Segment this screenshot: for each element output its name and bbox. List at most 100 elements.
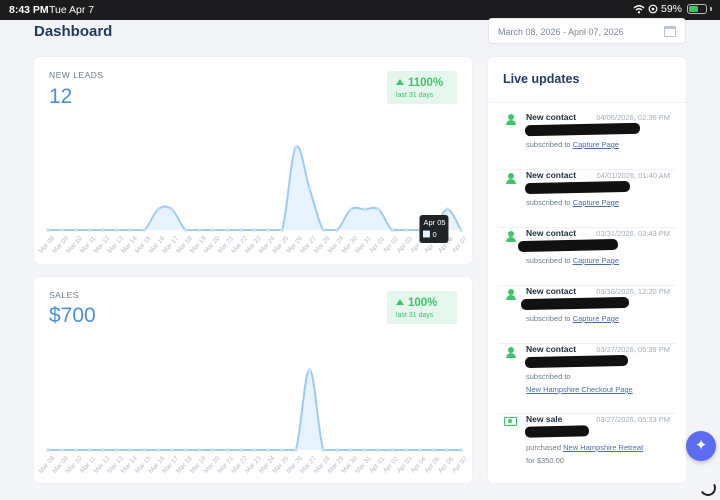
update-item: New contact 03/30/2026, 12:20 PM subscri…: [498, 286, 676, 344]
leads-point[interactable]: [349, 207, 353, 212]
tooltip-date: Apr 05: [423, 218, 445, 227]
sales-point[interactable]: [252, 448, 257, 452]
sales-point[interactable]: [431, 448, 436, 452]
sales-point[interactable]: [197, 448, 202, 452]
sales-point[interactable]: [459, 448, 463, 452]
sales-point[interactable]: [142, 448, 147, 452]
update-link[interactable]: Capture Page: [572, 140, 619, 149]
leads-point[interactable]: [128, 228, 133, 232]
sales-point[interactable]: [266, 448, 271, 452]
sales-label: SALES: [49, 290, 79, 300]
sales-point[interactable]: [170, 448, 174, 452]
sales-point[interactable]: [46, 448, 50, 452]
leads-point[interactable]: [376, 207, 381, 212]
redacted-name: [517, 238, 619, 253]
update-link[interactable]: New Hampshire Retreat: [563, 443, 644, 452]
update-link[interactable]: Capture Page: [572, 198, 619, 207]
leads-series-line: [48, 145, 462, 231]
leads-point[interactable]: [46, 228, 50, 232]
sales-point[interactable]: [445, 448, 450, 452]
sales-point[interactable]: [404, 448, 408, 452]
update-link[interactable]: New Hampshire Checkout Page: [526, 385, 633, 394]
sales-point[interactable]: [183, 448, 188, 452]
leads-point[interactable]: [307, 186, 312, 191]
calendar-icon[interactable]: [664, 26, 676, 37]
ai-assistant-button[interactable]: ✦: [686, 431, 716, 461]
leads-point[interactable]: [266, 228, 271, 232]
leads-point[interactable]: [294, 145, 298, 150]
leads-point[interactable]: [335, 228, 339, 232]
sales-point[interactable]: [307, 368, 312, 372]
leads-point[interactable]: [142, 228, 147, 232]
update-title: New contact: [526, 112, 577, 122]
update-time: 04/01/2026, 01:40 AM: [596, 171, 670, 180]
update-desc: subscribed to Capture Page: [526, 256, 619, 265]
wifi-icon: [633, 5, 645, 14]
leads-point[interactable]: [115, 228, 119, 232]
leads-point[interactable]: [404, 228, 408, 232]
sales-point[interactable]: [128, 448, 133, 452]
leads-point[interactable]: [362, 207, 367, 212]
sales-point[interactable]: [376, 448, 381, 452]
sales-point[interactable]: [335, 448, 339, 452]
leads-point[interactable]: [101, 228, 105, 232]
battery-percent: 59%: [660, 3, 682, 15]
leads-x-tick-label: Apr 07: [451, 235, 469, 254]
leads-point[interactable]: [238, 228, 243, 232]
update-link[interactable]: Capture Page: [572, 314, 619, 323]
leads-point[interactable]: [459, 228, 463, 232]
sales-point[interactable]: [211, 448, 215, 452]
person-icon: [505, 289, 517, 302]
sales-point[interactable]: [101, 448, 105, 452]
sales-point[interactable]: [73, 448, 78, 452]
leads-point[interactable]: [211, 228, 215, 232]
sales-point[interactable]: [59, 448, 64, 452]
update-item: New contact 03/27/2026, 05:39 PM subscri…: [498, 344, 676, 414]
leads-point[interactable]: [390, 228, 394, 232]
sales-point[interactable]: [294, 448, 298, 452]
leads-point[interactable]: [183, 228, 188, 232]
leads-point[interactable]: [59, 228, 64, 232]
sales-point[interactable]: [417, 448, 422, 452]
sales-value: $700: [49, 304, 96, 327]
loading-indicator-icon: [698, 478, 718, 498]
leads-point[interactable]: [252, 228, 257, 232]
sales-point[interactable]: [115, 448, 119, 452]
sales-change-period: last 31 days: [396, 312, 434, 319]
sales-point[interactable]: [87, 448, 92, 452]
date-range-picker[interactable]: March 08, 2026 - April 07, 2026: [488, 18, 686, 44]
sales-point[interactable]: [349, 448, 353, 452]
sales-point[interactable]: [238, 448, 243, 452]
sales-area-fill: [48, 369, 461, 450]
leads-point[interactable]: [87, 228, 92, 232]
leads-point[interactable]: [225, 228, 229, 232]
sales-series-line: [48, 368, 461, 451]
sales-change: 100%: [408, 297, 438, 309]
leads-point[interactable]: [73, 228, 78, 232]
sales-point[interactable]: [156, 448, 160, 452]
leads-point[interactable]: [321, 228, 326, 232]
new-leads-change-period: last 31 days: [396, 92, 434, 99]
money-icon: [504, 417, 517, 426]
leads-point[interactable]: [445, 207, 450, 212]
arrow-up-icon: [396, 299, 404, 305]
update-time: 03/30/2026, 12:20 PM: [596, 287, 670, 296]
leads-point[interactable]: [170, 207, 174, 212]
leads-tooltip: Apr 05 0: [419, 215, 449, 243]
sales-point[interactable]: [225, 448, 229, 452]
sales-point[interactable]: [390, 448, 394, 452]
update-link[interactable]: Capture Page: [572, 256, 619, 265]
update-item: New contact 03/31/2026, 03:43 PM subscri…: [498, 228, 676, 286]
leads-point[interactable]: [280, 228, 284, 232]
update-time: 03/27/2026, 05:39 PM: [596, 345, 670, 354]
sales-point[interactable]: [362, 448, 367, 452]
leads-point[interactable]: [197, 228, 202, 232]
sales-point[interactable]: [321, 448, 326, 452]
leads-point[interactable]: [156, 207, 160, 212]
live-updates-panel: Live updates New contact 04/06/2026, 02:…: [488, 57, 686, 483]
sales-point[interactable]: [280, 448, 284, 452]
redacted-name: [524, 122, 641, 137]
update-title: New contact: [526, 344, 577, 354]
